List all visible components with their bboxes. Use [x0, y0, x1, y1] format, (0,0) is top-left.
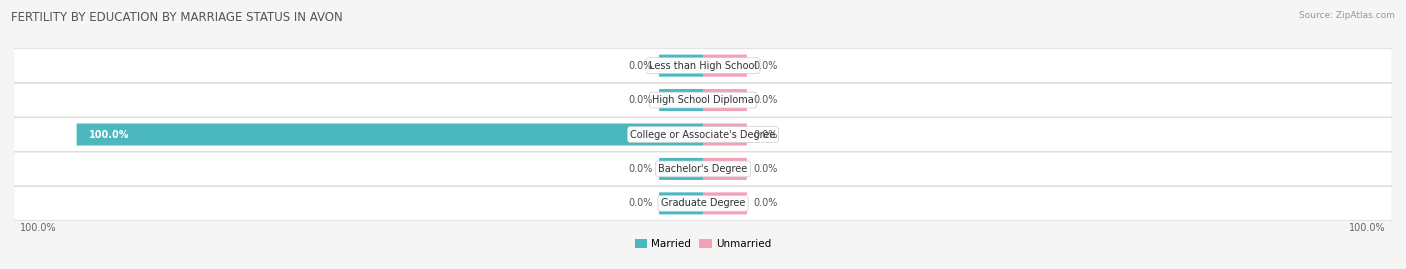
FancyBboxPatch shape: [659, 158, 703, 180]
FancyBboxPatch shape: [14, 152, 1392, 186]
Text: 0.0%: 0.0%: [754, 164, 778, 174]
Text: 100.0%: 100.0%: [1348, 223, 1386, 233]
Text: 100.0%: 100.0%: [20, 223, 58, 233]
FancyBboxPatch shape: [703, 89, 747, 111]
FancyBboxPatch shape: [703, 158, 747, 180]
FancyBboxPatch shape: [14, 186, 1392, 220]
Text: 0.0%: 0.0%: [628, 95, 652, 105]
FancyBboxPatch shape: [77, 123, 703, 146]
Text: High School Diploma: High School Diploma: [652, 95, 754, 105]
Text: Source: ZipAtlas.com: Source: ZipAtlas.com: [1299, 11, 1395, 20]
FancyBboxPatch shape: [659, 192, 703, 214]
Text: 0.0%: 0.0%: [754, 95, 778, 105]
FancyBboxPatch shape: [703, 192, 747, 214]
Text: FERTILITY BY EDUCATION BY MARRIAGE STATUS IN AVON: FERTILITY BY EDUCATION BY MARRIAGE STATU…: [11, 11, 343, 24]
FancyBboxPatch shape: [14, 49, 1392, 83]
FancyBboxPatch shape: [659, 89, 703, 111]
Text: 0.0%: 0.0%: [754, 61, 778, 71]
FancyBboxPatch shape: [14, 83, 1392, 117]
FancyBboxPatch shape: [14, 118, 1392, 151]
Text: Graduate Degree: Graduate Degree: [661, 198, 745, 208]
Text: 0.0%: 0.0%: [754, 129, 778, 140]
Text: Less than High School: Less than High School: [650, 61, 756, 71]
Legend: Married, Unmarried: Married, Unmarried: [630, 235, 776, 253]
Text: 0.0%: 0.0%: [628, 198, 652, 208]
Text: College or Associate's Degree: College or Associate's Degree: [630, 129, 776, 140]
Text: Bachelor's Degree: Bachelor's Degree: [658, 164, 748, 174]
FancyBboxPatch shape: [659, 55, 703, 77]
Text: 0.0%: 0.0%: [754, 198, 778, 208]
Text: 100.0%: 100.0%: [89, 129, 129, 140]
FancyBboxPatch shape: [703, 55, 747, 77]
FancyBboxPatch shape: [703, 123, 747, 146]
Text: 0.0%: 0.0%: [628, 61, 652, 71]
Text: 0.0%: 0.0%: [628, 164, 652, 174]
